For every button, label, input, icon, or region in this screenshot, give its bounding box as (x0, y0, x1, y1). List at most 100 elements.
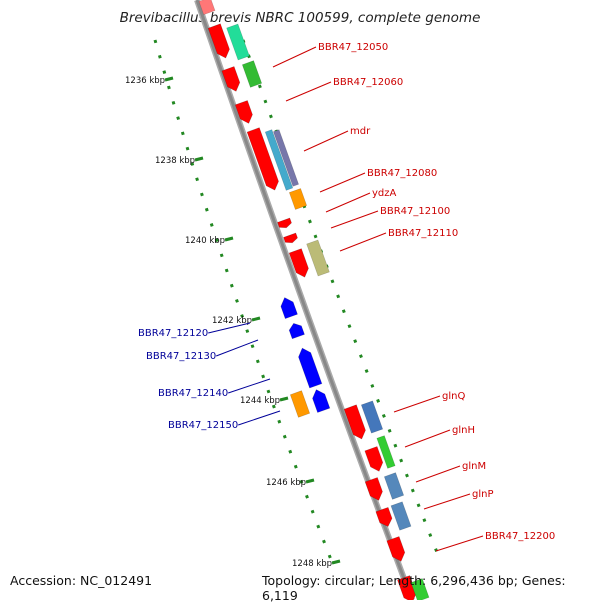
domain-box (241, 60, 263, 88)
gene-leader-line (285, 81, 332, 102)
gene-arrow-shape (312, 389, 331, 413)
forward-gene-arrow (283, 232, 298, 244)
domain-box (226, 23, 250, 61)
gene-arrow-shape (288, 323, 305, 340)
gene-leader-line (393, 395, 441, 413)
domain-box-shape (198, 0, 216, 15)
reverse-gene-arrow (288, 323, 305, 340)
gene-arrow-shape (288, 248, 309, 278)
tick-label: 1242 kbp (212, 316, 252, 326)
gene-arrow-shape (364, 446, 384, 472)
domain-box (306, 239, 330, 277)
domain-box-shape (360, 400, 384, 434)
gene-arrow-shape (283, 232, 298, 244)
domain-box-shape (383, 472, 405, 500)
gene-arrow-shape (280, 297, 298, 319)
gene-leader-line (423, 493, 471, 510)
tick-layer: 1236 kbp 1238 kbp 1240 kbp 1242 kbp 1244 kbp… (125, 39, 442, 571)
tick-label: 1240 kbp (185, 236, 225, 246)
reverse-gene-arrow (312, 389, 331, 413)
forward-gene-arrow (234, 100, 253, 124)
domain-box-shape (264, 129, 294, 191)
gene-label: BBR47_12100 (380, 206, 450, 217)
gene-label: BBR47_12120 (138, 328, 208, 339)
gene-leader-line (325, 192, 371, 213)
gene-label: ydzA (372, 188, 397, 199)
gene-label: BBR47_12140 (158, 388, 228, 399)
tick-mark (164, 76, 174, 82)
gene-leader-line (435, 535, 484, 552)
gene-arrow-shape (343, 404, 366, 440)
domain-box-shape (288, 188, 308, 210)
domain-box (288, 188, 308, 210)
accession-text: Accession: NC_012491 (10, 573, 153, 588)
gene-label: glnH (452, 425, 475, 436)
forward-gene-arrow (221, 66, 241, 92)
gene-arrow-shape (375, 506, 393, 527)
gene-leader-line (404, 429, 451, 448)
forward-gene-arrow (207, 23, 230, 59)
gene-leader-line (415, 465, 461, 483)
gene-leader-line (208, 322, 251, 334)
inner-tick-track (153, 39, 337, 571)
domain-box (410, 578, 430, 600)
reverse-gene-arrow (280, 297, 298, 319)
gene-arrow-shape (246, 127, 279, 191)
forward-gene-arrow (343, 404, 366, 440)
tick-mark (251, 316, 261, 322)
tick-mark (194, 156, 204, 162)
gene-leader-line (303, 130, 349, 152)
forward-gene-arrow (386, 536, 406, 562)
gene-label: BBR47_12150 (168, 420, 238, 431)
domain-box-shape (273, 129, 299, 187)
map-title: Brevibacillus brevis NBRC 100599, comple… (119, 10, 481, 26)
tick-label: 1246 kbp (266, 478, 306, 488)
tick-mark (224, 236, 234, 242)
backbone (194, 0, 415, 600)
domain-box (383, 472, 405, 500)
domain-box (273, 129, 299, 187)
domain-box (390, 501, 412, 531)
gene-arrow-shape (234, 100, 253, 124)
feature-layer (198, 0, 430, 600)
tick-label: 1248 kbp (292, 559, 332, 569)
domain-box-shape (376, 435, 396, 469)
gene-leader-line (330, 210, 379, 229)
gene-arrow-shape (364, 477, 383, 501)
gene-label: BBR47_12110 (388, 228, 458, 239)
forward-gene-arrow (375, 506, 393, 527)
domain-box-shape (410, 578, 430, 600)
gene-leader-line (339, 232, 387, 252)
forward-gene-arrow (364, 446, 384, 472)
forward-gene-arrow (277, 217, 292, 229)
tick-mark (279, 396, 289, 402)
reverse-gene-arrow (298, 347, 323, 389)
domain-box-shape (390, 501, 412, 531)
gene-arrow-shape (207, 23, 230, 59)
gene-arrow-shape (298, 347, 323, 389)
gene-label: BBR47_12200 (485, 531, 555, 542)
forward-gene-arrow (288, 248, 309, 278)
forward-gene-arrow (364, 477, 383, 501)
domain-box-shape (226, 23, 250, 61)
gene-leader-line (228, 378, 271, 394)
tick-mark (305, 478, 315, 484)
domain-box (264, 129, 294, 191)
gene-leader-line (272, 46, 317, 68)
genome-summary-text: Topology: circular; Length: 6,296,436 bp… (262, 573, 566, 603)
tick-mark (331, 559, 341, 565)
tick-label: 1244 kbp (240, 396, 280, 406)
gene-label: BBR47_12060 (333, 77, 403, 88)
gene-leader-line (216, 339, 259, 357)
gene-leader-line (319, 172, 366, 193)
domain-box-shape (289, 390, 311, 418)
tick-label: 1236 kbp (125, 76, 165, 86)
gene-arrow-shape (221, 66, 241, 92)
gene-leader-line (238, 410, 281, 426)
domain-box-shape (241, 60, 263, 88)
domain-box (198, 0, 216, 15)
gene-label: glnQ (442, 391, 465, 402)
gene-label: glnM (462, 461, 486, 472)
